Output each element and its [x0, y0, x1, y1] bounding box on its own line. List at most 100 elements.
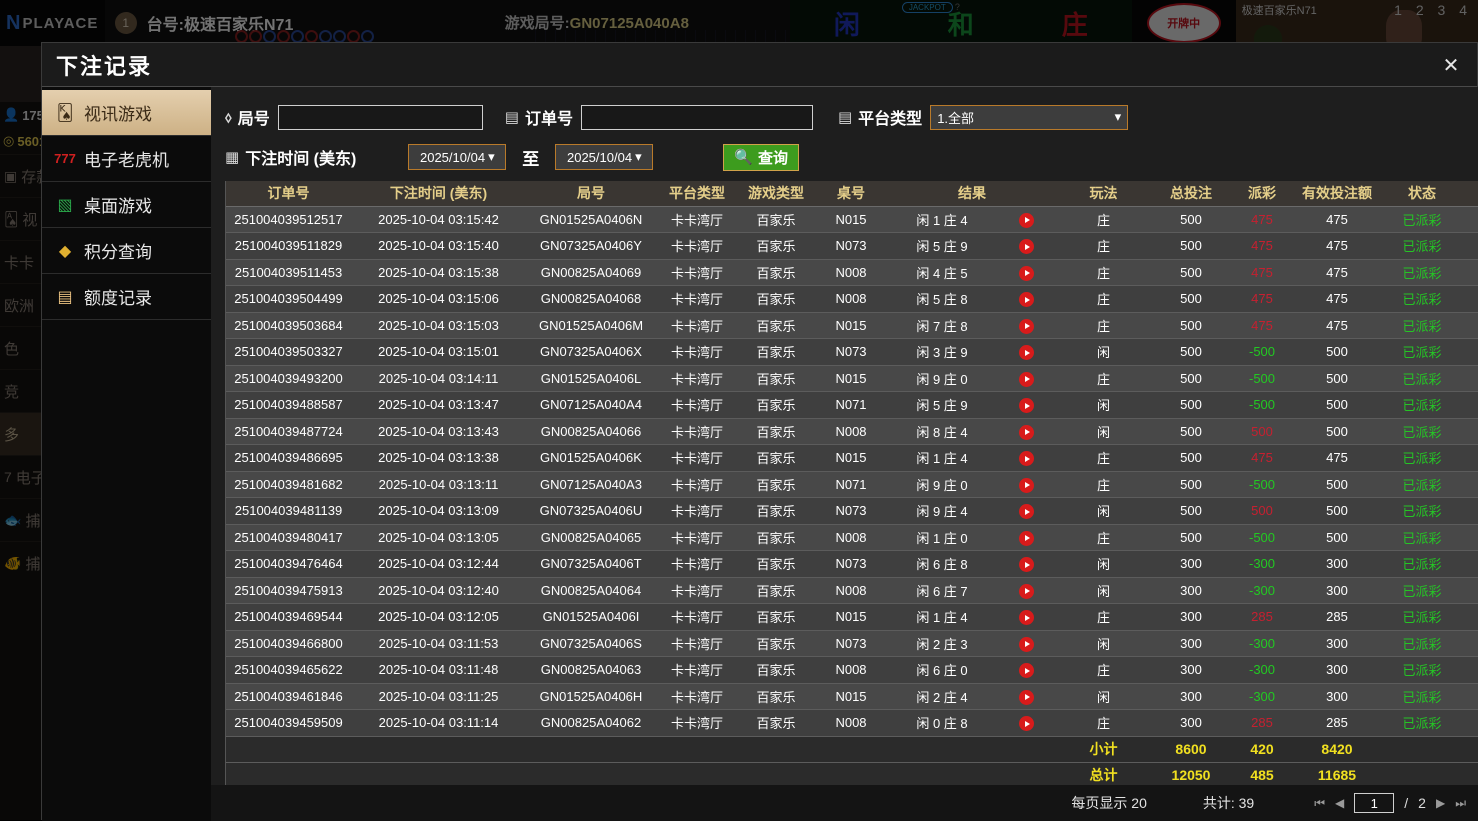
- platform-cell: 卡卡湾厅: [656, 471, 738, 498]
- round-cell: GN01525A0406I: [526, 604, 656, 631]
- play-video-icon[interactable]: [1019, 584, 1034, 599]
- platform-label-text: 平台类型: [858, 105, 922, 129]
- valid-cell: 285: [1293, 710, 1381, 737]
- platform-cell: 卡卡湾厅: [656, 657, 738, 684]
- next-page-icon[interactable]: ▶: [1436, 796, 1445, 810]
- chevron-down-icon: ▾: [488, 149, 495, 165]
- time-cell: 2025-10-04 03:15:01: [351, 339, 526, 366]
- order-input[interactable]: [581, 105, 813, 130]
- round-cell: GN00825A04064: [526, 577, 656, 604]
- col-status: 状态: [1381, 181, 1463, 206]
- play-video-icon[interactable]: [1019, 319, 1034, 334]
- col-table: 桌号: [814, 181, 888, 206]
- play-video-icon[interactable]: [1019, 372, 1034, 387]
- mode-cell: 多台: [1463, 683, 1478, 710]
- replay-cell: [996, 206, 1056, 233]
- valid-cell: 475: [1293, 259, 1381, 286]
- play-video-icon[interactable]: [1019, 239, 1034, 254]
- time-cell: 2025-10-04 03:13:05: [351, 524, 526, 551]
- play-video-icon[interactable]: [1019, 213, 1034, 228]
- round-cell: GN07325A0406T: [526, 551, 656, 578]
- round-cell: GN01525A0406H: [526, 683, 656, 710]
- play-video-icon[interactable]: [1019, 504, 1034, 519]
- page-input[interactable]: 1: [1354, 793, 1394, 813]
- platform-cell: 卡卡湾厅: [656, 286, 738, 313]
- play-video-icon[interactable]: [1019, 345, 1034, 360]
- play-video-icon[interactable]: [1019, 531, 1034, 546]
- platform-cell: 卡卡湾厅: [656, 524, 738, 551]
- sidebar-item-table-games[interactable]: ▧ 桌面游戏: [42, 182, 211, 228]
- play-video-icon[interactable]: [1019, 451, 1034, 466]
- close-icon[interactable]: ✕: [1437, 51, 1465, 79]
- summary-spacer-end: [1381, 736, 1478, 762]
- sidebar-item-points-query[interactable]: ◆ 积分查询: [42, 228, 211, 274]
- play-cell: 庄: [1056, 259, 1151, 286]
- order-cell: 251004039481139: [226, 498, 351, 525]
- payout-cell: 475: [1231, 259, 1293, 286]
- play-video-icon[interactable]: [1019, 478, 1034, 493]
- mode-cell: 多台: [1463, 259, 1478, 286]
- platform-cell: 卡卡湾厅: [656, 206, 738, 233]
- bet-cell: 500: [1151, 233, 1231, 260]
- valid-cell: 500: [1293, 365, 1381, 392]
- round-cell: GN01525A0406K: [526, 445, 656, 472]
- play-video-icon[interactable]: [1019, 637, 1034, 652]
- result-cell: 闲 1 庄 4: [888, 604, 996, 631]
- play-video-icon[interactable]: [1019, 425, 1034, 440]
- bet-cell: 300: [1151, 577, 1231, 604]
- calendar-icon: ▦: [225, 148, 239, 166]
- mode-cell: 多台: [1463, 630, 1478, 657]
- first-page-icon[interactable]: ⏮: [1314, 796, 1325, 811]
- sidebar-item-slots[interactable]: 777 电子老虎机: [42, 136, 211, 182]
- round-cell: GN01525A0406M: [526, 312, 656, 339]
- summary-label: 小计: [1056, 736, 1151, 762]
- sidebar-item-live-games[interactable]: 🂮 视讯游戏: [42, 90, 211, 136]
- table-cell: N073: [814, 339, 888, 366]
- date-to-picker[interactable]: 2025/10/04 ▾: [555, 144, 653, 170]
- prev-page-icon[interactable]: ◀: [1335, 796, 1344, 810]
- play-video-icon[interactable]: [1019, 266, 1034, 281]
- platform-selected-value: 1.全部: [937, 108, 974, 127]
- play-cell: 庄: [1056, 233, 1151, 260]
- play-video-icon[interactable]: [1019, 557, 1034, 572]
- play-video-icon[interactable]: [1019, 663, 1034, 678]
- play-video-icon[interactable]: [1019, 292, 1034, 307]
- table-cell: N008: [814, 418, 888, 445]
- play-video-icon[interactable]: [1019, 610, 1034, 625]
- last-page-icon[interactable]: ⏭: [1455, 796, 1466, 811]
- sidebar-item-label: 视讯游戏: [84, 100, 152, 125]
- play-video-icon[interactable]: [1019, 398, 1034, 413]
- round-input[interactable]: [278, 105, 483, 130]
- sidebar-item-credit-records[interactable]: ▤ 额度记录: [42, 274, 211, 320]
- date-from-picker[interactable]: 2025/10/04 ▾: [408, 144, 506, 170]
- platform-cell: 卡卡湾厅: [656, 392, 738, 419]
- platform-select[interactable]: 1.全部 ▾: [930, 105, 1128, 130]
- payout-cell: 500: [1231, 418, 1293, 445]
- platform-cell: 卡卡湾厅: [656, 418, 738, 445]
- result-cell: 闲 5 庄 9: [888, 233, 996, 260]
- slot-777-icon: 777: [54, 148, 76, 170]
- play-video-icon[interactable]: [1019, 690, 1034, 705]
- play-video-icon[interactable]: [1019, 716, 1034, 731]
- query-button[interactable]: 🔍 查询: [723, 144, 799, 171]
